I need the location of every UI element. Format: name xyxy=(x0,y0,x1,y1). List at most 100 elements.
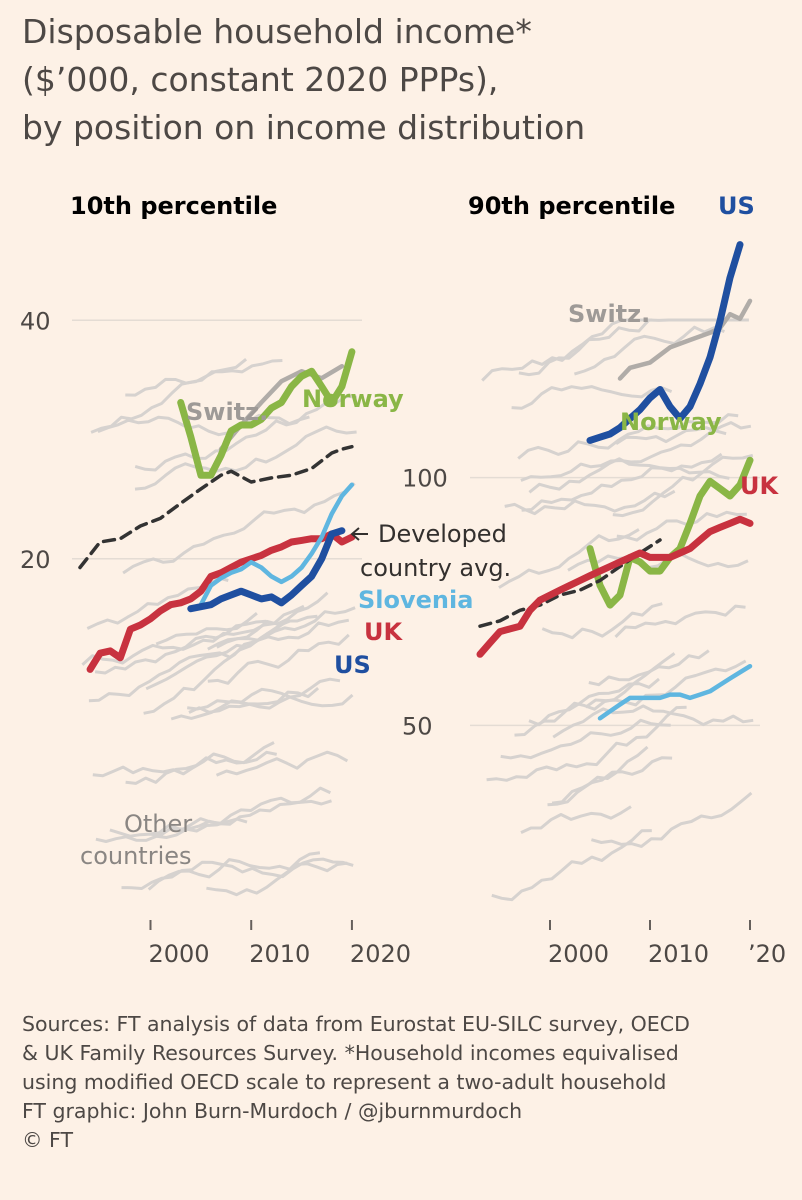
right-other-country-line xyxy=(612,453,754,518)
right-x-tick-label: 2000 xyxy=(548,940,609,968)
left-series-lines xyxy=(78,348,356,673)
right-other-country-line xyxy=(541,602,663,640)
title-line-2: ($’000, constant 2020 PPPs), xyxy=(22,60,499,99)
chart-title: Disposable household income* ($’000, con… xyxy=(22,8,792,152)
right-other-country-line xyxy=(500,718,671,760)
panel-90th-percentile: 2000 2010 ’20 50 100 90th percentile US Swi… xyxy=(402,192,786,968)
left-other-country-line xyxy=(207,618,350,651)
right-other-country-line xyxy=(552,704,754,739)
left-label-avg-line-2: country avg. xyxy=(360,554,511,582)
title-line-3: by position on income distribution xyxy=(22,108,586,147)
right-other-country-line xyxy=(528,677,660,727)
left-series-us xyxy=(187,527,346,613)
right-other-country-line xyxy=(520,421,752,482)
footer-line-2: & UK Family Resources Survey. *Household… xyxy=(22,1041,679,1065)
left-other-country-line xyxy=(121,857,354,890)
left-label-uk: UK xyxy=(364,618,403,646)
right-other-country-line xyxy=(567,551,749,572)
left-series-avg xyxy=(78,444,354,570)
right-series-switzerland xyxy=(617,298,753,381)
right-x-tick-label: 2010 xyxy=(648,940,709,968)
left-label-avg-line-1: Developed xyxy=(378,520,507,548)
right-y-tick-label: 100 xyxy=(402,465,448,493)
left-label-other-line-2: countries xyxy=(80,842,192,870)
right-series-lines xyxy=(476,241,754,721)
footer-line-4: FT graphic: John Burn-Murdoch / @jburnmu… xyxy=(22,1099,523,1123)
right-other-country-line xyxy=(481,318,653,382)
left-other-country-line xyxy=(97,413,310,437)
right-label-norway: Norway xyxy=(620,408,722,436)
left-other-country-line xyxy=(122,482,356,575)
footer-line-1: Sources: FT analysis of data from Eurost… xyxy=(22,1012,690,1036)
left-other-country-line xyxy=(134,394,357,472)
left-other-country-line xyxy=(90,359,283,434)
chart-footer: Sources: FT analysis of data from Eurost… xyxy=(22,1010,792,1155)
right-other-country-line xyxy=(521,452,723,512)
left-x-axis: 2000 2010 2020 xyxy=(149,920,411,968)
left-other-country-line xyxy=(143,606,356,715)
left-other-countries xyxy=(81,358,357,897)
left-panel-title: 10th percentile xyxy=(70,192,277,220)
right-series-us xyxy=(586,241,744,444)
right-other-country-line xyxy=(551,756,673,805)
left-other-country-line xyxy=(109,796,332,838)
left-x-tick-label: 2020 xyxy=(350,940,411,968)
right-y-axis: 50 100 xyxy=(402,465,448,741)
left-gridlines xyxy=(72,319,362,560)
right-other-country-line xyxy=(518,318,749,377)
right-other-country-line xyxy=(520,805,632,834)
right-series-uk xyxy=(476,515,754,658)
right-other-country-line xyxy=(614,604,746,638)
right-x-tick-label: ’20 xyxy=(748,940,786,968)
left-x-tick-label: 2000 xyxy=(149,940,210,968)
left-other-country-line xyxy=(187,686,320,711)
left-other-country-line xyxy=(207,633,350,685)
right-other-country-line xyxy=(514,652,676,737)
left-label-slovenia: Slovenia xyxy=(358,586,473,614)
footer-line-5: © FT xyxy=(22,1128,73,1152)
left-other-country-line xyxy=(134,425,357,491)
right-panel-title: 90th percentile xyxy=(468,192,675,220)
right-series-slovenia xyxy=(597,663,753,721)
left-y-tick-label: 40 xyxy=(20,307,51,335)
right-label-switz: Switz. xyxy=(568,300,650,328)
footer-line-3: using modified OECD scale to represent a… xyxy=(22,1070,667,1094)
right-gridlines xyxy=(470,476,760,727)
right-series-norway xyxy=(586,456,754,609)
right-y-tick-label: 50 xyxy=(402,712,433,740)
left-label-us: US xyxy=(334,651,371,679)
right-other-country-line xyxy=(588,649,710,687)
left-other-country-line xyxy=(188,677,341,714)
left-other-country-line xyxy=(170,687,354,721)
title-line-1: Disposable household income* xyxy=(22,12,532,51)
right-other-country-line xyxy=(590,791,753,848)
left-other-country-line xyxy=(206,861,348,897)
left-series-norway xyxy=(177,348,356,479)
right-other-country-line xyxy=(616,510,747,542)
right-other-country-line xyxy=(498,528,640,589)
right-other-country-line xyxy=(511,385,673,410)
left-other-country-line xyxy=(92,741,275,778)
left-avg-annotation: Developed country avg. xyxy=(350,520,511,582)
left-series-slovenia xyxy=(198,482,355,607)
right-label-us: US xyxy=(718,192,755,220)
left-series-uk xyxy=(86,530,356,673)
right-other-country-line xyxy=(517,413,739,460)
left-label-norway: Norway xyxy=(302,385,404,413)
right-other-country-line xyxy=(491,829,652,902)
right-other-country-line xyxy=(504,489,676,516)
right-x-axis: 2000 2010 ’20 xyxy=(548,920,786,968)
left-y-tick-label: 20 xyxy=(20,546,51,574)
right-other-country-line xyxy=(528,457,730,494)
left-label-other-line-1: Other xyxy=(124,810,192,838)
left-other-country-line xyxy=(145,614,318,691)
left-other-country-line xyxy=(81,604,305,666)
left-x-tick-label: 2010 xyxy=(249,940,310,968)
right-other-country-line xyxy=(547,745,649,807)
right-label-uk: UK xyxy=(740,472,779,500)
right-other-country-line xyxy=(573,325,725,376)
right-other-country-line xyxy=(615,426,727,445)
